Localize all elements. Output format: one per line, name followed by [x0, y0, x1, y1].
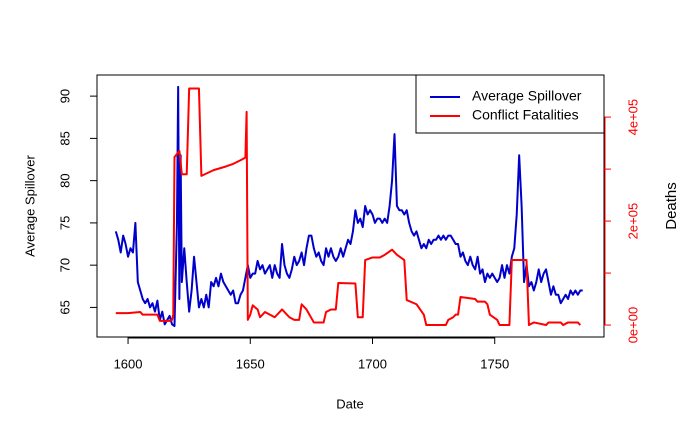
y-tick-label: 80 [57, 173, 72, 187]
y-tick-label: 75 [57, 216, 72, 230]
y-tick-label: 65 [57, 300, 72, 314]
x-tick-label: 1600 [114, 356, 143, 371]
series-line [114, 85, 583, 328]
y2-tick-label: 4e+05 [625, 99, 640, 136]
y2-axis-title: Deaths [663, 182, 680, 230]
legend-box [415, 74, 605, 134]
legend-label: Average Spillover [472, 88, 582, 104]
series-line [115, 87, 582, 327]
x-tick-label: 1700 [358, 356, 387, 371]
x-axis-title: Date [336, 396, 363, 411]
y-tick-label: 90 [57, 89, 72, 103]
legend-label: Conflict Fatalities [472, 107, 579, 123]
y-tick-label: 70 [57, 258, 72, 272]
x-tick-label: 1650 [236, 356, 265, 371]
y-tick-label: 85 [57, 131, 72, 145]
y2-tick-label: 0e+00 [625, 307, 640, 344]
y2-tick-label: 2e+05 [625, 203, 640, 240]
x-tick-label: 1750 [480, 356, 509, 371]
y-axis-title: Average Spillover [22, 155, 37, 257]
